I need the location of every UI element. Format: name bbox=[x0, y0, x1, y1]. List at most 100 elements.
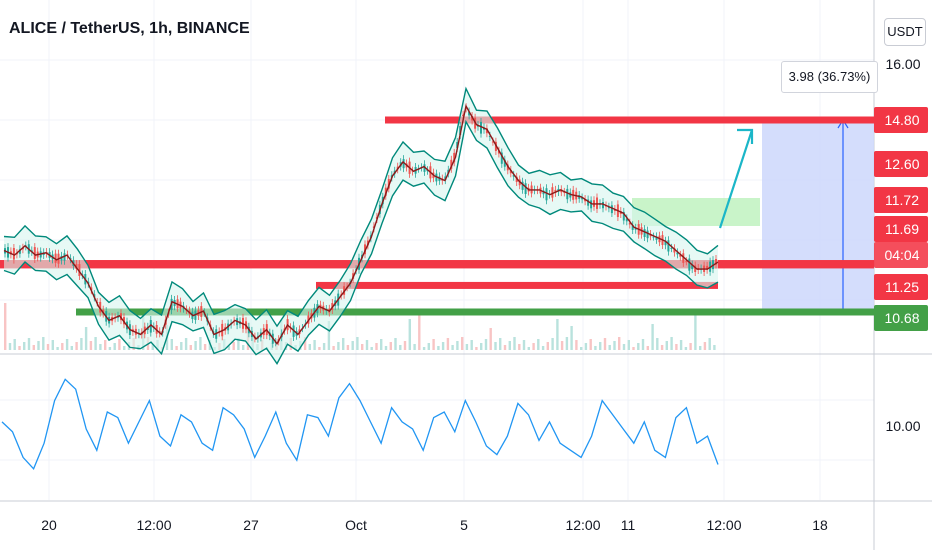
candle-body-154 bbox=[462, 114, 465, 116]
volume-bar-103 bbox=[494, 342, 497, 350]
candle-body-170 bbox=[509, 169, 512, 174]
volume-bar-87 bbox=[418, 314, 421, 350]
volume-bar-7 bbox=[37, 341, 40, 350]
volume-bar-92 bbox=[441, 342, 445, 350]
volume-bar-63 bbox=[303, 337, 307, 350]
volume-bar-129 bbox=[618, 337, 621, 350]
price-label-3: 11.69 bbox=[885, 221, 919, 237]
candle-body-134 bbox=[402, 159, 405, 169]
volume-bar-1 bbox=[8, 343, 12, 350]
price-label-2: 11.72 bbox=[885, 192, 919, 208]
volume-bar-110 bbox=[527, 347, 530, 350]
volume-bar-106 bbox=[508, 341, 511, 350]
candle-body-231 bbox=[691, 264, 694, 270]
time-tick-7: 12:00 bbox=[706, 517, 741, 533]
volume-bar-131 bbox=[627, 340, 630, 350]
candle-body-232 bbox=[694, 265, 697, 272]
horizontal-levels bbox=[0, 116, 874, 316]
candle-body-167 bbox=[500, 152, 503, 164]
candle-body-223 bbox=[667, 240, 670, 252]
candle-body-222 bbox=[664, 240, 667, 246]
volume-bar-66 bbox=[318, 347, 321, 350]
candle-body-164 bbox=[491, 141, 494, 143]
volume-bar-135 bbox=[646, 346, 649, 350]
time-tick-8: 18 bbox=[812, 517, 828, 533]
volume-bar-140 bbox=[670, 337, 673, 350]
volume-bar-94 bbox=[451, 345, 454, 350]
bollinger-bands bbox=[3, 86, 719, 365]
candle-body-219 bbox=[655, 236, 658, 240]
volume-bar-36 bbox=[175, 346, 178, 350]
volume-bar-81 bbox=[389, 342, 392, 350]
volume-bar-148 bbox=[708, 338, 711, 350]
price-axis: 18.0016.0014.0014.8012.6011.7211.6904:04… bbox=[874, 56, 928, 434]
volume-bar-132 bbox=[632, 347, 635, 350]
rsi-pane bbox=[1, 378, 719, 470]
volume-bar-124 bbox=[594, 346, 597, 350]
volume-bar-17 bbox=[84, 327, 88, 350]
time-tick-6: 11 bbox=[621, 517, 636, 533]
volume-bar-141 bbox=[675, 344, 678, 350]
volume-bar-39 bbox=[189, 345, 192, 350]
price-label-bg-0 bbox=[874, 107, 928, 133]
volume-bar-134 bbox=[641, 339, 645, 350]
volume-bar-133 bbox=[637, 343, 640, 350]
volume-bar-21 bbox=[104, 340, 107, 350]
volume-bar-100 bbox=[480, 343, 483, 350]
price-label-bg-1 bbox=[874, 151, 928, 177]
candle-body-24 bbox=[75, 264, 78, 269]
volume-bar-147 bbox=[703, 342, 707, 350]
volume-bar-114 bbox=[546, 342, 549, 350]
candle-body-184 bbox=[551, 187, 554, 198]
candle-body-195 bbox=[584, 199, 587, 202]
candle-body-128 bbox=[384, 187, 387, 196]
candle-body-142 bbox=[426, 170, 429, 172]
volume-bar-105 bbox=[503, 345, 507, 350]
volume-bar-14 bbox=[70, 346, 73, 350]
currency-button[interactable]: USDT bbox=[884, 18, 926, 46]
volume-bar-149 bbox=[713, 345, 716, 350]
level-line-3 bbox=[316, 281, 718, 289]
candle-body-210 bbox=[628, 222, 631, 225]
candle-body-189 bbox=[566, 188, 569, 200]
candle-body-156 bbox=[468, 111, 471, 116]
volume-bar-77 bbox=[370, 347, 373, 350]
price-tick-1: 16.00 bbox=[885, 56, 920, 72]
volume-bar-16 bbox=[80, 338, 83, 350]
volume-bar-48 bbox=[232, 342, 235, 350]
band-lower bbox=[3, 119, 719, 365]
candle-body-226 bbox=[676, 252, 679, 255]
candle-body-201 bbox=[602, 202, 604, 209]
volume-bar-0 bbox=[4, 303, 7, 350]
time-tick-3: Oct bbox=[345, 517, 367, 533]
level-line-0 bbox=[385, 116, 874, 124]
volume-bar-107 bbox=[513, 337, 516, 350]
candle-body-196 bbox=[587, 199, 590, 206]
volume-bar-31 bbox=[151, 344, 154, 350]
measure-label: 3.98 (36.73%) bbox=[781, 61, 878, 93]
volume-bar-109 bbox=[522, 340, 526, 350]
volume-bar-95 bbox=[456, 341, 459, 350]
volume-bar-70 bbox=[337, 342, 340, 350]
price-label-bg-2 bbox=[874, 187, 928, 213]
volume-bar-121 bbox=[580, 347, 583, 350]
candle-body-152 bbox=[456, 142, 459, 148]
candle-body-211 bbox=[631, 225, 634, 230]
volume-bar-67 bbox=[322, 343, 326, 350]
volume-bar-99 bbox=[475, 347, 478, 350]
candle-body-162 bbox=[485, 128, 488, 134]
candle-body-236 bbox=[706, 265, 709, 270]
candle-body-5 bbox=[18, 249, 21, 254]
volume-bar-2 bbox=[13, 339, 16, 350]
volume-bar-15 bbox=[75, 342, 78, 350]
volume-bar-20 bbox=[99, 344, 102, 350]
candle-body-25 bbox=[78, 264, 81, 276]
candle-body-208 bbox=[622, 211, 625, 221]
candle-body-216 bbox=[646, 230, 649, 239]
candle-body-148 bbox=[444, 176, 447, 180]
volume-bar-138 bbox=[660, 345, 664, 350]
volume-bar-146 bbox=[699, 346, 702, 350]
band-upper bbox=[3, 86, 719, 328]
